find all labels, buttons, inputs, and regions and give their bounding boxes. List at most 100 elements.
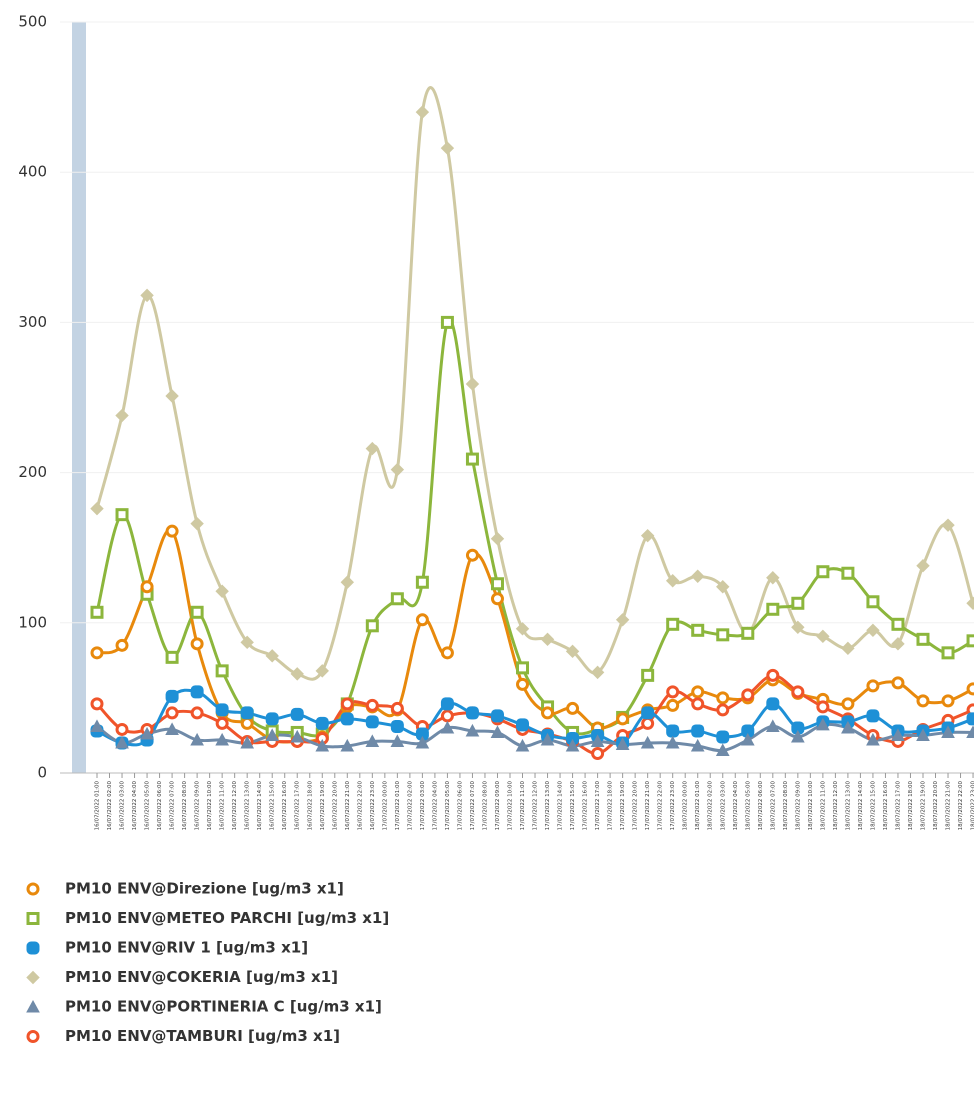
point (590, 665, 605, 680)
point (365, 441, 380, 456)
point (165, 706, 179, 720)
point (891, 617, 905, 631)
point (791, 596, 805, 610)
point (666, 685, 680, 699)
x-tick-label: 17/07/2022 20:00 (633, 781, 639, 831)
point (866, 595, 880, 609)
point (866, 709, 880, 723)
x-tick-label: 18/07/2022 02:00 (708, 781, 714, 831)
point (716, 703, 730, 717)
point (115, 508, 129, 522)
x-tick-label: 18/07/2022 20:00 (933, 781, 939, 831)
x-tick-label: 17/07/2022 21:00 (645, 781, 651, 831)
point (640, 528, 655, 543)
point (215, 732, 229, 746)
point (440, 720, 455, 734)
point (190, 516, 204, 531)
point (565, 738, 580, 752)
x-tick-label: 18/07/2022 03:00 (720, 781, 726, 831)
point (365, 698, 379, 712)
y-tick-label: 0 (37, 764, 47, 782)
x-tick-label: 17/07/2022 19:00 (620, 781, 626, 831)
point (916, 632, 930, 646)
point (766, 571, 780, 585)
legend-label: PM10 ENV@RIV 1 [ug/m3 x1] (65, 939, 308, 957)
point (215, 716, 229, 730)
x-tick-label: 16/07/2022 09:00 (195, 781, 201, 831)
point (90, 501, 104, 516)
point (615, 737, 630, 750)
point (691, 685, 705, 699)
x-tick-label: 18/07/2022 05:00 (745, 781, 751, 831)
x-tick-label: 17/07/2022 18:00 (608, 781, 614, 831)
point (541, 706, 555, 720)
point (941, 725, 955, 738)
point (265, 728, 280, 741)
point (941, 646, 955, 660)
point (841, 720, 855, 734)
legend-marker (26, 1030, 40, 1043)
point (140, 580, 154, 594)
point (765, 719, 780, 732)
x-tick-label: 18/07/2022 15:00 (870, 781, 876, 831)
point (215, 664, 229, 678)
legend-label: PM10 ENV@COKERIA [ug/m3 x1] (65, 968, 338, 986)
x-tick-label: 18/07/2022 09:00 (795, 781, 801, 831)
x-tick-label: 18/07/2022 10:00 (808, 781, 814, 831)
point (666, 724, 680, 738)
point (516, 718, 530, 732)
x-tick-label: 18/07/2022 01:00 (695, 781, 701, 831)
point (891, 728, 905, 741)
x-tick-label: 16/07/2022 17:00 (295, 781, 301, 831)
point (916, 728, 930, 741)
point (641, 716, 655, 730)
point (841, 641, 855, 656)
legend-marker (26, 999, 40, 1013)
point (440, 315, 454, 329)
point (115, 408, 129, 423)
point (715, 743, 730, 756)
x-tick-label: 16/07/2022 15:00 (270, 781, 276, 831)
point (415, 575, 429, 589)
x-tick-label: 16/07/2022 21:00 (345, 781, 351, 831)
x-tick-label: 18/07/2022 21:00 (946, 781, 952, 831)
x-tick-label: 16/07/2022 20:00 (332, 781, 338, 831)
point (465, 706, 479, 720)
x-tick-label: 17/07/2022 06:00 (457, 781, 463, 831)
point (540, 732, 555, 746)
point (265, 649, 279, 663)
x-tick-label: 18/07/2022 08:00 (783, 781, 789, 831)
point (690, 738, 705, 752)
y-tick-label: 400 (18, 163, 47, 181)
point (691, 569, 705, 583)
x-tick-label: 18/07/2022 12:00 (833, 781, 839, 831)
legend-label: PM10 ENV@TAMBURI [ug/m3 x1] (65, 1027, 340, 1045)
point (340, 712, 354, 726)
point (866, 732, 880, 746)
point (841, 697, 855, 711)
x-tick-label: 17/07/2022 02:00 (407, 781, 413, 831)
x-tick-label: 16/07/2022 13:00 (245, 781, 251, 831)
point (665, 574, 680, 588)
x-tick-label: 17/07/2022 08:00 (482, 781, 488, 831)
x-tick-label: 16/07/2022 03:00 (120, 781, 126, 831)
point (290, 667, 304, 681)
point (866, 623, 880, 638)
point (741, 626, 755, 640)
point (640, 735, 655, 749)
x-tick-label: 16/07/2022 19:00 (320, 781, 326, 831)
legend-marker (26, 970, 40, 985)
x-tick-label: 16/07/2022 10:00 (207, 781, 213, 831)
axis-band (72, 22, 86, 773)
point (641, 706, 655, 720)
x-tick-label: 17/07/2022 23:00 (670, 781, 676, 831)
point (716, 691, 730, 705)
point (791, 685, 805, 699)
y-tick-label: 100 (18, 613, 47, 631)
point (390, 701, 404, 715)
x-tick-label: 16/07/2022 06:00 (157, 781, 163, 831)
point (941, 518, 955, 532)
x-tick-label: 17/07/2022 17:00 (595, 781, 601, 831)
legend-label: PM10 ENV@METEO PARCHI [ug/m3 x1] (65, 909, 389, 927)
